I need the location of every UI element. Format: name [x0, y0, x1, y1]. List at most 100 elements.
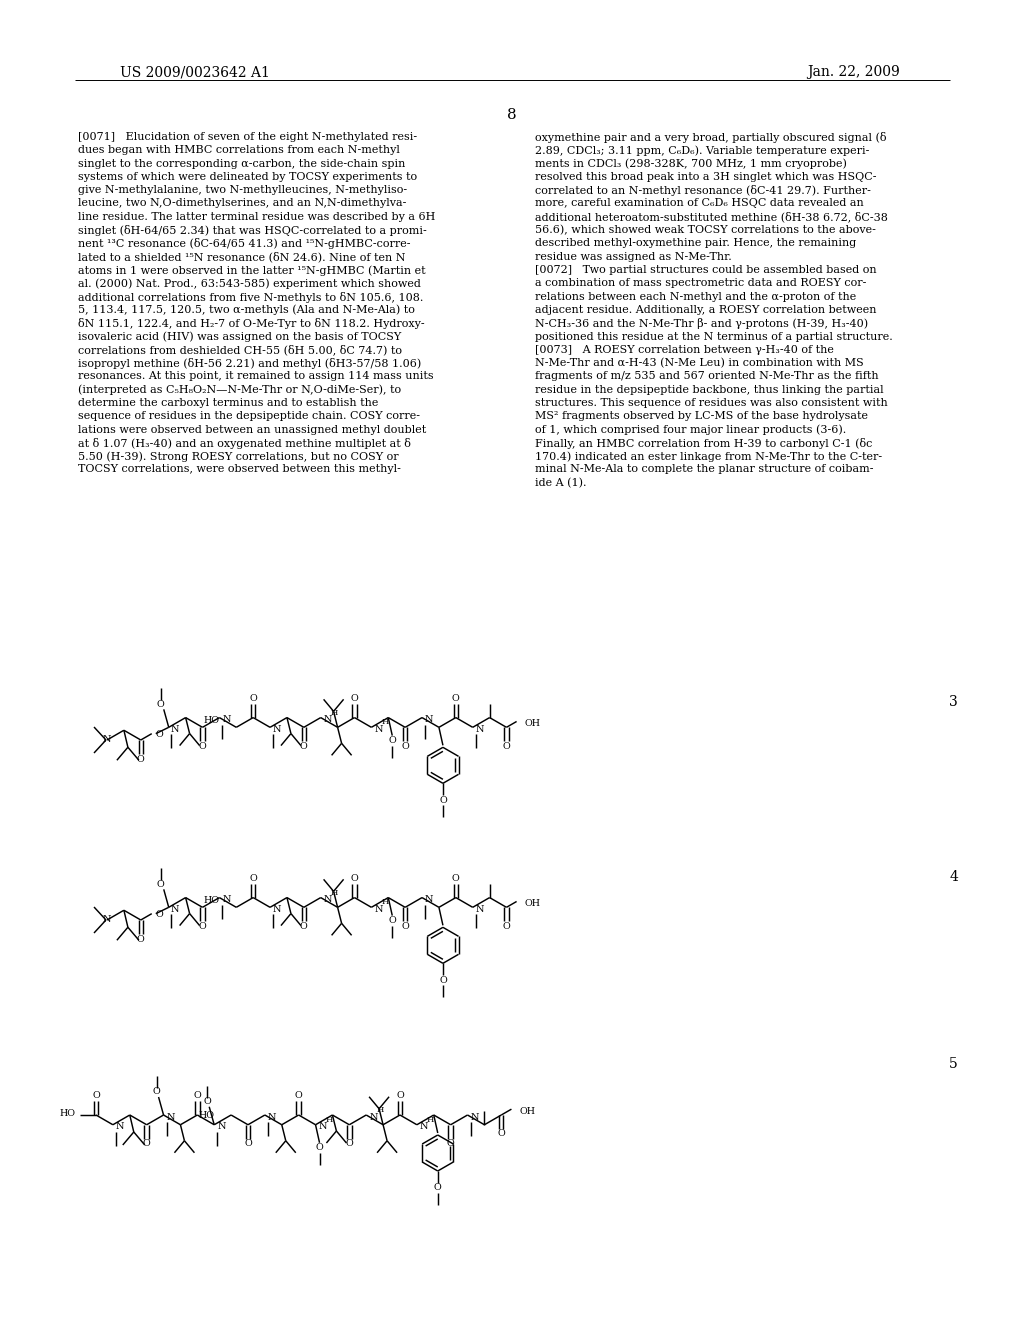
Text: 56.6), which showed weak TOCSY correlations to the above-: 56.6), which showed weak TOCSY correlati…	[535, 226, 876, 235]
Text: fragments of m/z 535 and 567 oriented N-Me-Thr as the fifth: fragments of m/z 535 and 567 oriented N-…	[535, 371, 879, 381]
Text: O: O	[503, 921, 510, 931]
Text: N: N	[425, 715, 433, 725]
Text: H: H	[427, 1115, 434, 1123]
Text: isovaleric acid (HIV) was assigned on the basis of TOCSY: isovaleric acid (HIV) was assigned on th…	[78, 331, 401, 342]
Text: positioned this residue at the N terminus of a partial structure.: positioned this residue at the N terminu…	[535, 331, 893, 342]
Text: N: N	[171, 725, 179, 734]
Text: O: O	[194, 1092, 201, 1101]
Text: N: N	[116, 1122, 124, 1131]
Text: N: N	[476, 725, 484, 734]
Text: lated to a shielded ¹⁵N resonance (δN 24.6). Nine of ten N: lated to a shielded ¹⁵N resonance (δN 24…	[78, 252, 406, 263]
Text: N: N	[217, 1122, 225, 1131]
Text: O: O	[388, 737, 396, 744]
Text: resonances. At this point, it remained to assign 114 mass units: resonances. At this point, it remained t…	[78, 371, 433, 381]
Text: O: O	[157, 880, 165, 888]
Text: correlations from deshielded CH-55 (δH 5.00, δC 74.7) to: correlations from deshielded CH-55 (δH 5…	[78, 345, 402, 355]
Text: O: O	[452, 694, 460, 704]
Text: HO: HO	[60, 1109, 76, 1118]
Text: O: O	[244, 1139, 252, 1148]
Text: H: H	[381, 718, 389, 726]
Text: N: N	[222, 715, 230, 725]
Text: H: H	[381, 899, 389, 907]
Text: O: O	[350, 874, 358, 883]
Text: O: O	[295, 1092, 302, 1101]
Text: OH: OH	[524, 719, 541, 727]
Text: O: O	[300, 921, 307, 931]
Text: lations were observed between an unassigned methyl doublet: lations were observed between an unassig…	[78, 425, 426, 434]
Text: 2.89, CDCl₃; 3.11 ppm, C₆D₆). Variable temperature experi-: 2.89, CDCl₃; 3.11 ppm, C₆D₆). Variable t…	[535, 145, 869, 156]
Text: O: O	[92, 1092, 100, 1101]
Text: HO: HO	[204, 715, 219, 725]
Text: N: N	[420, 1122, 428, 1131]
Text: N: N	[167, 1113, 175, 1122]
Text: correlated to an N-methyl resonance (δC-41 29.7). Further-: correlated to an N-methyl resonance (δC-…	[535, 185, 870, 197]
Text: N: N	[318, 1122, 327, 1131]
Text: O: O	[142, 1139, 151, 1148]
Text: N: N	[375, 725, 383, 734]
Text: O: O	[452, 874, 460, 883]
Text: systems of which were delineated by TOCSY experiments to: systems of which were delineated by TOCS…	[78, 172, 417, 182]
Text: O: O	[434, 1184, 441, 1192]
Text: minal N-Me-Ala to complete the planar structure of coibam-: minal N-Me-Ala to complete the planar st…	[535, 465, 873, 474]
Text: O: O	[249, 694, 257, 704]
Text: resolved this broad peak into a 3H singlet which was HSQC-: resolved this broad peak into a 3H singl…	[535, 172, 877, 182]
Text: (interpreted as C₅H₈O₂N—N-Me-Thr or N,O-diMe-Ser), to: (interpreted as C₅H₈O₂N—N-Me-Thr or N,O-…	[78, 384, 401, 395]
Text: O: O	[446, 1139, 455, 1148]
Text: N: N	[370, 1113, 378, 1122]
Text: O: O	[345, 1139, 353, 1148]
Text: 8: 8	[507, 108, 517, 121]
Text: N: N	[324, 715, 332, 725]
Text: additional heteroatom-substituted methine (δH-38 6.72, δC-38: additional heteroatom-substituted methin…	[535, 211, 888, 223]
Text: described methyl-oxymethine pair. Hence, the remaining: described methyl-oxymethine pair. Hence,…	[535, 239, 856, 248]
Text: singlet to the corresponding α-carbon, the side-chain spin: singlet to the corresponding α-carbon, t…	[78, 158, 406, 169]
Text: MS² fragments observed by LC-MS of the base hydrolysate: MS² fragments observed by LC-MS of the b…	[535, 412, 868, 421]
Text: H: H	[331, 888, 338, 896]
Text: O: O	[153, 1088, 161, 1097]
Text: O: O	[498, 1130, 505, 1138]
Text: O: O	[157, 700, 165, 709]
Text: adjacent residue. Additionally, a ROESY correlation between: adjacent residue. Additionally, a ROESY …	[535, 305, 877, 315]
Text: O: O	[137, 935, 144, 944]
Text: dues began with HMBC correlations from each N-methyl: dues began with HMBC correlations from e…	[78, 145, 400, 156]
Text: O: O	[396, 1092, 403, 1101]
Text: O: O	[401, 921, 409, 931]
Text: N: N	[476, 904, 484, 913]
Text: H: H	[376, 1106, 384, 1114]
Text: N: N	[273, 725, 282, 734]
Text: N: N	[268, 1113, 276, 1122]
Text: more, careful examination of C₆D₆ HSQC data revealed an: more, careful examination of C₆D₆ HSQC d…	[535, 198, 864, 209]
Text: sequence of residues in the depsipeptide chain. COSY corre-: sequence of residues in the depsipeptide…	[78, 412, 420, 421]
Text: residue was assigned as N-Me-Thr.: residue was assigned as N-Me-Thr.	[535, 252, 732, 261]
Text: residue in the depsipeptide backbone, thus linking the partial: residue in the depsipeptide backbone, th…	[535, 384, 884, 395]
Text: TOCSY correlations, were observed between this methyl-: TOCSY correlations, were observed betwee…	[78, 465, 400, 474]
Text: O: O	[350, 694, 358, 704]
Text: determine the carboxyl terminus and to establish the: determine the carboxyl terminus and to e…	[78, 399, 379, 408]
Text: HO: HO	[204, 896, 219, 906]
Text: give N-methylalanine, two N-methylleucines, N-methyliso-: give N-methylalanine, two N-methylleucin…	[78, 185, 408, 195]
Text: O: O	[300, 742, 307, 751]
Text: N: N	[470, 1113, 479, 1122]
Text: 170.4) indicated an ester linkage from N-Me-Thr to the C-ter-: 170.4) indicated an ester linkage from N…	[535, 451, 882, 462]
Text: N: N	[171, 904, 179, 913]
Text: HO: HO	[199, 1111, 214, 1121]
Text: N: N	[102, 916, 112, 924]
Text: 5.50 (H-39). Strong ROESY correlations, but no COSY or: 5.50 (H-39). Strong ROESY correlations, …	[78, 451, 398, 462]
Text: O: O	[315, 1143, 324, 1152]
Text: O: O	[199, 921, 207, 931]
Text: OH: OH	[519, 1106, 536, 1115]
Text: [0072]   Two partial structures could be assembled based on: [0072] Two partial structures could be a…	[535, 265, 877, 275]
Text: Finally, an HMBC correlation from H-39 to carbonyl C-1 (δc: Finally, an HMBC correlation from H-39 t…	[535, 438, 872, 449]
Text: singlet (δH-64/65 2.34) that was HSQC-correlated to a promi-: singlet (δH-64/65 2.34) that was HSQC-co…	[78, 226, 427, 236]
Text: N: N	[222, 895, 230, 904]
Text: δN 115.1, 122.4, and H₂-7 of O-Me-Tyr to δN 118.2. Hydroxy-: δN 115.1, 122.4, and H₂-7 of O-Me-Tyr to…	[78, 318, 425, 329]
Text: al. (2000) Nat. Prod., 63:543-585) experiment which showed: al. (2000) Nat. Prod., 63:543-585) exper…	[78, 279, 421, 289]
Text: 5, 113.4, 117.5, 120.5, two α-methyls (Ala and N-Me-Ala) to: 5, 113.4, 117.5, 120.5, two α-methyls (A…	[78, 305, 415, 315]
Text: O: O	[439, 975, 446, 985]
Text: oxymethine pair and a very broad, partially obscured signal (δ: oxymethine pair and a very broad, partia…	[535, 132, 887, 143]
Text: O: O	[156, 730, 164, 739]
Text: [0073]   A ROESY correlation between γ-H₃-40 of the: [0073] A ROESY correlation between γ-H₃-…	[535, 345, 834, 355]
Text: O: O	[249, 874, 257, 883]
Text: O: O	[388, 916, 396, 925]
Text: isopropyl methine (δH-56 2.21) and methyl (δH3-57/58 1.06): isopropyl methine (δH-56 2.21) and methy…	[78, 358, 421, 370]
Text: N: N	[425, 895, 433, 904]
